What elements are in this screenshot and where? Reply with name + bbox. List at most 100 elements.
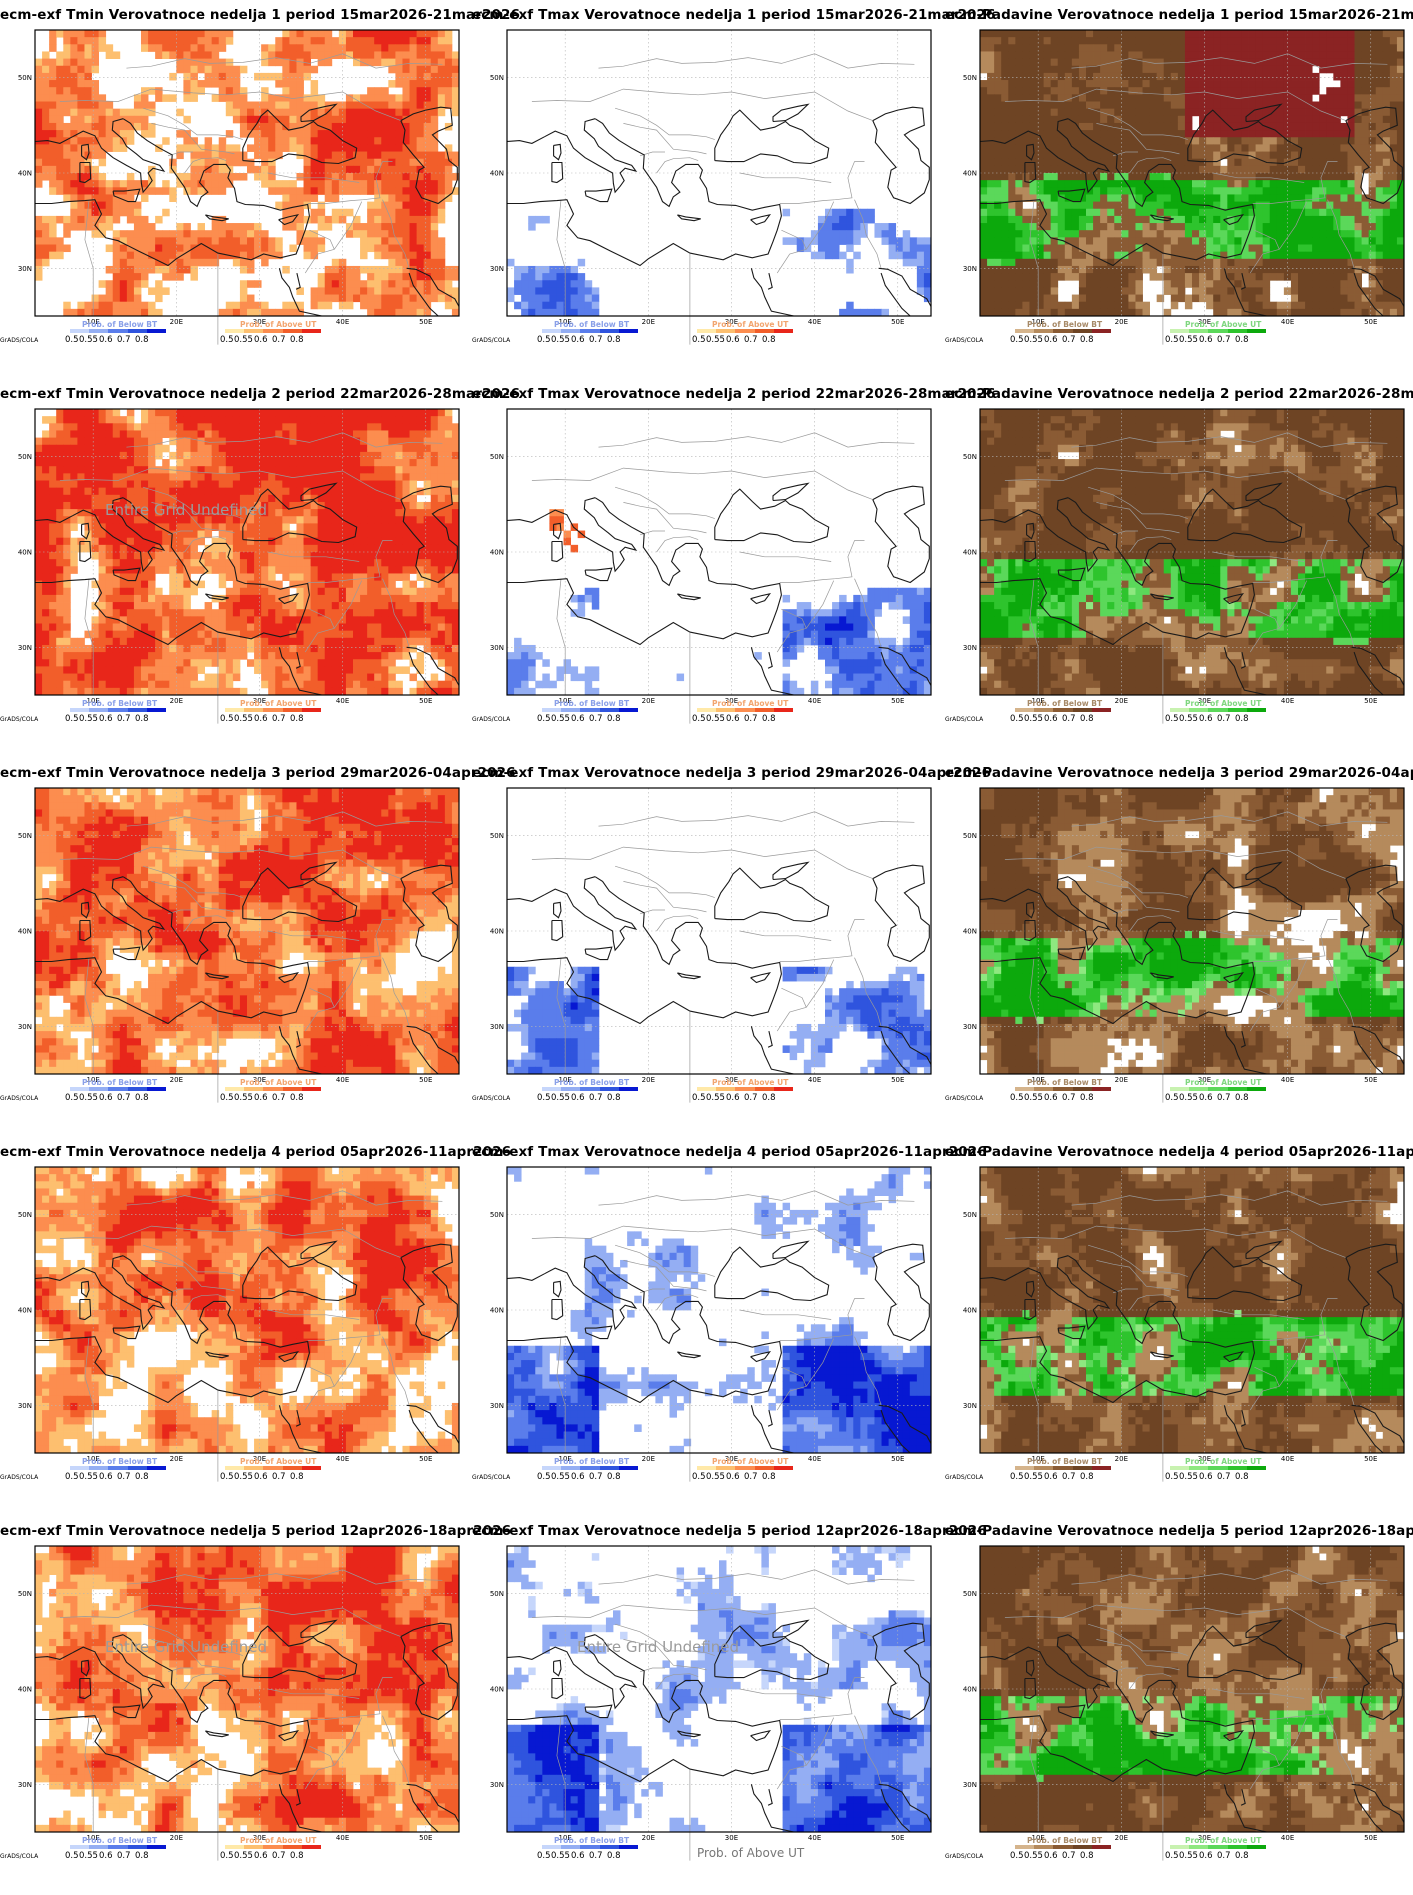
prob-grid-cell: [1008, 265, 1016, 274]
prob-grid-cell: [303, 58, 311, 67]
prob-grid-cell: [218, 187, 227, 195]
prob-grid-cell: [1093, 201, 1101, 210]
prob-grid-cell: [1149, 151, 1158, 160]
prob-grid-cell: [141, 480, 149, 489]
prob-grid-cell: [261, 409, 269, 417]
prob-grid-cell: [1093, 44, 1101, 52]
prob-grid-cell: [1234, 58, 1242, 67]
prob-grid-cell: [1057, 37, 1066, 45]
prob-grid-cell: [1156, 144, 1165, 152]
prob-grid-cell: [310, 430, 319, 438]
prob-grid-cell: [1340, 294, 1348, 303]
prob-grid-cell: [49, 122, 57, 131]
prob-grid-cell: [1107, 37, 1115, 45]
prob-grid-cell: [133, 94, 142, 102]
prob-grid-cell: [1043, 251, 1052, 260]
prob-grid-cell: [1283, 273, 1292, 281]
prob-grid-cell: [1064, 201, 1073, 210]
prob-grid-cell: [1170, 94, 1179, 102]
prob-grid-cell: [1107, 237, 1115, 245]
lon-tick-label: 20E: [170, 318, 183, 326]
prob-grid-cell: [162, 416, 170, 424]
prob-grid-cell: [402, 144, 410, 152]
prob-grid-cell: [133, 122, 142, 131]
prob-grid-cell: [444, 409, 453, 417]
prob-grid-cell: [810, 230, 819, 238]
prob-grid-cell: [1107, 87, 1115, 95]
prob-grid-cell: [1100, 194, 1108, 202]
prob-grid-cell: [1199, 101, 1207, 110]
prob-grid-cell: [1319, 273, 1327, 281]
prob-grid-cell: [1043, 301, 1052, 310]
prob-grid-cell: [282, 301, 290, 310]
prob-grid-cell: [296, 44, 304, 52]
prob-grid-cell: [345, 165, 354, 174]
prob-grid-cell: [1036, 265, 1044, 274]
prob-grid-cell: [367, 294, 375, 303]
prob-grid-cell: [570, 280, 579, 288]
prob-grid-cell: [1340, 51, 1348, 59]
prob-grid-cell: [1375, 223, 1384, 231]
prob-grid-cell: [211, 430, 220, 438]
prob-grid-cell: [402, 280, 410, 288]
prob-grid-cell: [437, 87, 446, 95]
prob-grid-cell: [303, 144, 311, 152]
prob-grid-cell: [444, 194, 453, 202]
prob-grid-cell: [1071, 194, 1080, 202]
prob-grid-cell: [1149, 115, 1158, 124]
prob-grid-cell: [430, 80, 439, 88]
prob-grid-cell: [1184, 244, 1193, 253]
prob-grid-cell: [1206, 137, 1214, 145]
prob-grid-cell: [1382, 94, 1391, 102]
prob-grid-cell: [994, 265, 1002, 274]
prob-grid-cell: [1107, 58, 1115, 67]
prob-grid-cell: [416, 208, 425, 217]
prob-grid-cell: [1015, 194, 1023, 202]
prob-grid-cell: [1298, 122, 1306, 131]
prob-grid-cell: [345, 51, 354, 59]
prob-grid-cell: [1241, 308, 1249, 317]
prob-grid-cell: [1220, 44, 1228, 52]
prob-grid-cell: [1290, 287, 1299, 295]
prob-grid-cell: [296, 416, 304, 424]
prob-grid-cell: [437, 194, 446, 202]
prob-grid-cell: [183, 459, 191, 467]
prob-grid-cell: [1354, 273, 1362, 281]
prob-grid-cell: [1220, 87, 1228, 95]
prob-grid-cell: [1149, 173, 1158, 181]
prob-grid-cell: [444, 144, 453, 152]
prob-grid-cell: [556, 265, 564, 274]
prob-grid-cell: [1234, 223, 1242, 231]
prob-grid-cell: [1361, 151, 1370, 160]
prob-grid-cell: [430, 44, 439, 52]
prob-grid-cell: [148, 258, 156, 267]
prob-grid-cell: [1290, 258, 1299, 267]
prob-grid-cell: [409, 237, 417, 245]
prob-grid-cell: [1192, 194, 1200, 202]
prob-grid-cell: [1276, 87, 1285, 95]
prob-grid-cell: [353, 137, 361, 145]
prob-grid-cell: [353, 459, 361, 467]
prob-grid-cell: [987, 280, 995, 288]
prob-grid-cell: [91, 180, 99, 188]
prob-grid-cell: [1396, 294, 1405, 303]
prob-grid-cell: [994, 37, 1002, 45]
prob-grid-cell: [1156, 208, 1165, 217]
prob-grid-cell: [367, 115, 375, 124]
prob-grid-cell: [1319, 165, 1327, 174]
prob-grid-cell: [63, 223, 71, 231]
prob-grid-cell: [402, 237, 410, 245]
prob-grid-cell: [1290, 215, 1299, 224]
prob-grid-cell: [1262, 115, 1271, 124]
prob-grid-cell: [987, 201, 995, 210]
prob-grid-cell: [1057, 215, 1066, 224]
prob-grid-cell: [345, 101, 354, 110]
prob-grid-cell: [239, 265, 248, 274]
prob-grid-cell: [1001, 230, 1009, 238]
prob-grid-cell: [141, 187, 149, 195]
prob-grid-cell: [1298, 294, 1306, 303]
prob-grid-cell: [1149, 30, 1158, 38]
prob-grid-cell: [1114, 130, 1122, 138]
prob-grid-cell: [1107, 151, 1115, 160]
prob-grid-cell: [70, 208, 78, 217]
